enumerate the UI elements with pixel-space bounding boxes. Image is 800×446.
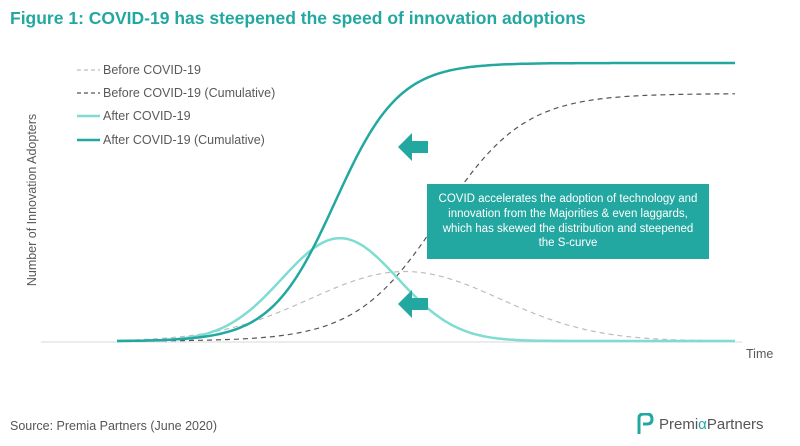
legend-label-before-covid: Before COVID-19: [103, 63, 201, 77]
logo-text-right: Partners: [706, 415, 764, 433]
premia-logo-icon: [637, 413, 654, 434]
arrow-left-icon: [398, 133, 428, 161]
segment-label: Late Majority: [453, 362, 499, 393]
series-before-covid: [116, 270, 735, 342]
y-axis-label: Number of Innovation Adopters: [25, 114, 39, 286]
segment-innovators: Innovators: [117, 357, 214, 399]
series-after-covid-cumulative: [117, 61, 735, 343]
series-before-covid-cumulative: [117, 93, 735, 342]
chart-title: Figure 1: COVID-19 has steepened the spe…: [10, 8, 586, 28]
arrow-left-icon: [398, 290, 428, 318]
x-axis-label: Time: [746, 347, 773, 361]
segment-label: Innovators: [135, 370, 196, 386]
annotation-box: COVID accelerates the adoption of techno…: [427, 184, 709, 259]
segment-early-adopters: Early Adopters: [217, 357, 318, 399]
segment-label: Laggards: [592, 370, 647, 386]
logo-text-left: Premi: [659, 415, 699, 433]
source-note: Source: Premia Partners (June 2020): [10, 419, 218, 433]
logo-text-alpha: α: [698, 415, 707, 433]
premia-partners-logo: Premi α Partners: [636, 413, 764, 435]
segment-late-majority: Late Majority: [425, 357, 527, 399]
legend-label-after-covid-cumulative: After COVID-19 (Cumulative): [103, 133, 265, 147]
legend-label-before-covid-cumulative: Before COVID-19 (Cumulative): [103, 86, 275, 100]
segment-label: Early Majority: [348, 362, 395, 393]
segment-laggards: Laggards: [530, 357, 709, 399]
legend-label-after-covid: After COVID-19: [103, 109, 191, 123]
segment-label: Early Adopters: [241, 362, 294, 393]
segment-early-majority: Early Majority: [321, 357, 422, 399]
